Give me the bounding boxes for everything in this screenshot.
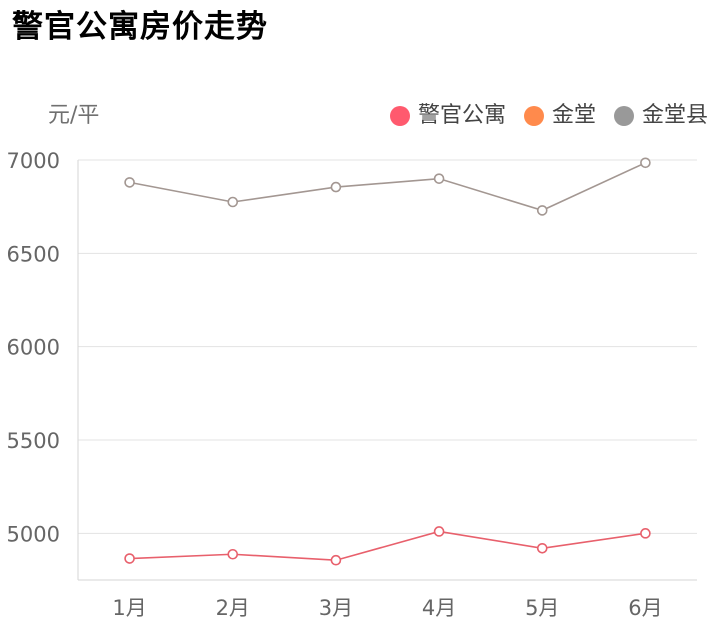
- legend-dot-icon: [523, 106, 544, 126]
- x-tick-label: 4月: [422, 596, 456, 620]
- x-tick-label: 5月: [525, 596, 559, 620]
- legend-dot-icon: [389, 106, 410, 126]
- y-tick-label: 6000: [7, 336, 60, 360]
- legend-label: 警官公寓: [417, 103, 506, 128]
- data-point: [433, 173, 445, 184]
- data-point: [536, 205, 548, 216]
- x-tick-label: 6月: [628, 596, 662, 620]
- data-point: [227, 548, 239, 560]
- x-tick-label: 3月: [319, 596, 353, 620]
- legend-item-jintangxian[interactable]: 金堂县: [613, 102, 708, 130]
- series-line: [129, 530, 646, 562]
- y-tick-label: 5500: [7, 429, 60, 453]
- y-tick-label: 7000: [7, 149, 60, 173]
- data-point: [640, 528, 651, 539]
- data-point: [330, 554, 342, 566]
- data-point: [124, 553, 135, 564]
- y-axis-unit: 元/平: [48, 103, 100, 128]
- data-point: [640, 157, 651, 169]
- y-tick-label: 5000: [7, 522, 60, 546]
- x-tick-label: 2月: [216, 596, 250, 620]
- series-line: [129, 162, 646, 212]
- legend-item-jintang[interactable]: 金堂: [523, 102, 596, 130]
- legend: 警官公寓 金堂 金堂县: [389, 102, 708, 130]
- data-point: [227, 196, 239, 208]
- x-tick-label: 1月: [112, 596, 146, 620]
- legend-item-jingguan[interactable]: 警官公寓: [389, 102, 506, 130]
- y-tick-label: 6500: [7, 242, 60, 266]
- data-point: [124, 177, 135, 188]
- legend-dot-icon: [613, 106, 634, 126]
- chart-title: 警官公寓房价走势: [12, 9, 268, 45]
- data-point: [433, 526, 445, 537]
- data-point: [536, 542, 548, 554]
- legend-label: 金堂: [551, 103, 596, 128]
- data-point: [330, 181, 342, 193]
- legend-label: 金堂县: [641, 103, 708, 128]
